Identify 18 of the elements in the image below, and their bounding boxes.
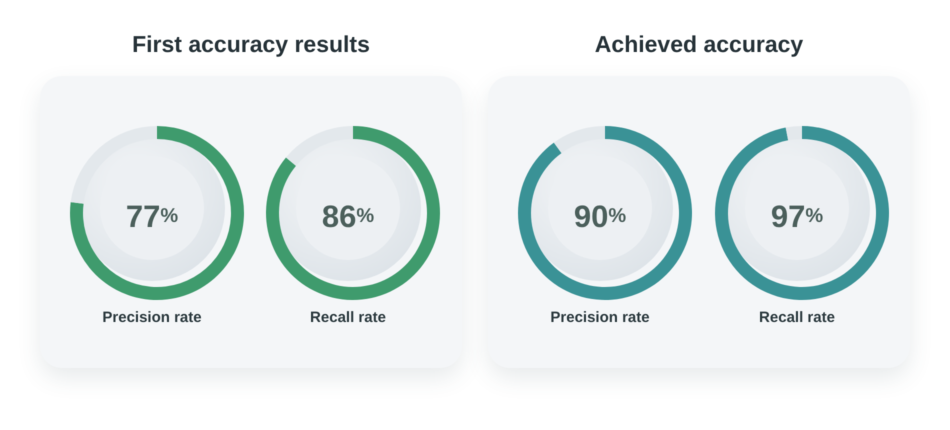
chart-title: First accuracy results <box>131 31 371 58</box>
slice-label: Recall rate <box>309 309 387 327</box>
data-label: 77% <box>126 198 178 234</box>
donut-slice <box>70 126 157 204</box>
data-label: 86% <box>322 198 374 234</box>
donut-slice <box>715 126 889 300</box>
slice-label: Precision rate <box>549 309 651 327</box>
donut-slice <box>266 126 440 300</box>
donut-slice <box>70 126 244 300</box>
data-label: 97% <box>770 198 824 234</box>
chart-title: Achieved accuracy <box>594 31 804 58</box>
donut-slice <box>786 126 802 140</box>
donut-slice <box>554 126 605 154</box>
donut-slice <box>518 126 692 300</box>
slice-label: Recall rate <box>758 309 836 327</box>
slice-label: Precision rate <box>101 309 203 327</box>
donut-slice <box>286 126 353 166</box>
data-label: 90% <box>574 198 626 234</box>
